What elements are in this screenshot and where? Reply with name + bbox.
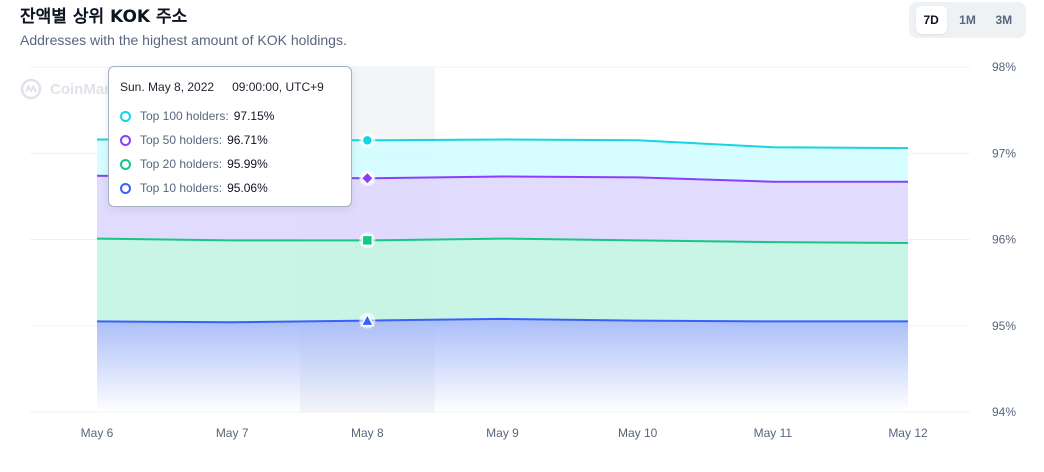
tooltip-label: Top 20 holders:	[140, 157, 223, 171]
tooltip-row-top100: Top 100 holders: 97.15%	[120, 104, 340, 128]
tooltip-value: 97.15%	[233, 109, 275, 123]
range-tab-7d[interactable]: 7D	[915, 6, 947, 34]
range-tab-3m[interactable]: 3M	[995, 13, 1013, 27]
tooltip-row-top50: Top 50 holders: 96.71%	[120, 128, 340, 152]
tooltip-value: 95.99%	[227, 157, 268, 171]
x-tick-label: May 12	[888, 426, 928, 440]
y-tick-label: 96%	[992, 233, 1016, 247]
tooltip-value: 95.06%	[227, 181, 268, 195]
top100-legend-dot-icon	[120, 110, 131, 122]
range-tab-1m[interactable]: 1M	[959, 13, 976, 27]
x-tick-label: May 6	[81, 426, 114, 440]
x-tick-label: May 10	[618, 426, 658, 440]
x-tick-label: May 7	[216, 426, 249, 440]
data-point-marker	[361, 234, 374, 247]
chart-subtitle: Addresses with the highest amount of KOK…	[20, 32, 347, 48]
y-tick-label: 98%	[992, 60, 1016, 74]
tooltip-label: Top 100 holders:	[140, 109, 229, 123]
data-point-marker	[360, 313, 375, 327]
tooltip-label: Top 50 holders:	[140, 133, 223, 147]
data-point-marker	[360, 171, 375, 186]
tooltip-value: 96.71%	[227, 133, 268, 147]
chart-tooltip: Sun. May 8, 2022 09:00:00, UTC+9 Top 100…	[108, 66, 352, 207]
area-fill-3	[97, 318, 908, 412]
tooltip-date: Sun. May 8, 2022	[120, 80, 215, 94]
series-line-2	[96, 237, 909, 244]
x-tick-label: May 9	[486, 426, 519, 440]
top50-legend-dot-icon	[120, 134, 131, 146]
area-fill-2	[97, 238, 908, 323]
y-tick-label: 97%	[992, 146, 1016, 160]
y-tick-label: 95%	[992, 319, 1016, 333]
y-tick-label: 94%	[992, 405, 1016, 419]
data-point-marker	[361, 134, 374, 147]
chart-title: 잔액별 상위 KOK 주소	[20, 7, 188, 27]
top10-legend-dot-icon	[120, 182, 131, 194]
tooltip-row-top20: Top 20 holders: 95.99%	[120, 152, 340, 176]
tooltip-label: Top 10 holders:	[140, 181, 223, 195]
x-tick-label: May 11	[754, 426, 793, 440]
tooltip-time: 09:00:00, UTC+9	[232, 80, 324, 94]
series-line-3	[96, 317, 908, 324]
tooltip-row-top10: Top 10 holders: 95.06%	[120, 176, 340, 200]
coinmarketcap-watermark: CoinMar	[20, 78, 110, 100]
top20-legend-dot-icon	[120, 158, 131, 170]
coinmarketcap-logo-icon	[20, 78, 42, 100]
watermark-text: CoinMar	[50, 80, 110, 98]
range-selector: 7D 1M 3M	[909, 2, 1026, 38]
x-tick-label: May 8	[351, 426, 384, 440]
